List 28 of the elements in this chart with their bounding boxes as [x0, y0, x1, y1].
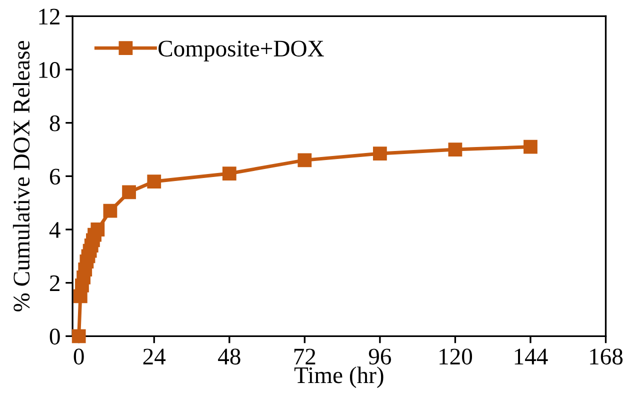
y-tick-label: 2 [50, 275, 60, 292]
x-tick-label: 96 [368, 348, 392, 365]
x-axis-title: Time (hr) [294, 366, 384, 388]
x-tick-label: 168 [590, 348, 623, 365]
y-tick-label: 0 [50, 328, 60, 345]
point [72, 329, 86, 344]
y-tick-label: 4 [49, 222, 60, 238]
point [222, 166, 236, 180]
x-tick-label: 120 [440, 348, 472, 365]
y-tick-label: 10 [39, 62, 60, 78]
point [298, 153, 312, 168]
legend-label: Composite+DOX [158, 40, 324, 62]
y-tick-label: 8 [50, 115, 60, 132]
point [147, 174, 162, 188]
y-tick-label: 6 [50, 168, 60, 185]
y-tick-label: 12 [39, 8, 60, 24]
point [90, 222, 105, 236]
x-tick-label: 48 [218, 348, 240, 365]
point [103, 204, 118, 218]
x-tick-label: 144 [514, 348, 548, 364]
x-tick-label: 0 [74, 348, 84, 365]
point [122, 185, 136, 200]
x-tick-label: 72 [294, 348, 316, 364]
point [524, 140, 538, 154]
x-tick-label: 24 [143, 348, 166, 364]
point [372, 146, 387, 160]
y-axis-title: % Cumulative DOX Release [12, 40, 30, 312]
point [448, 142, 462, 156]
